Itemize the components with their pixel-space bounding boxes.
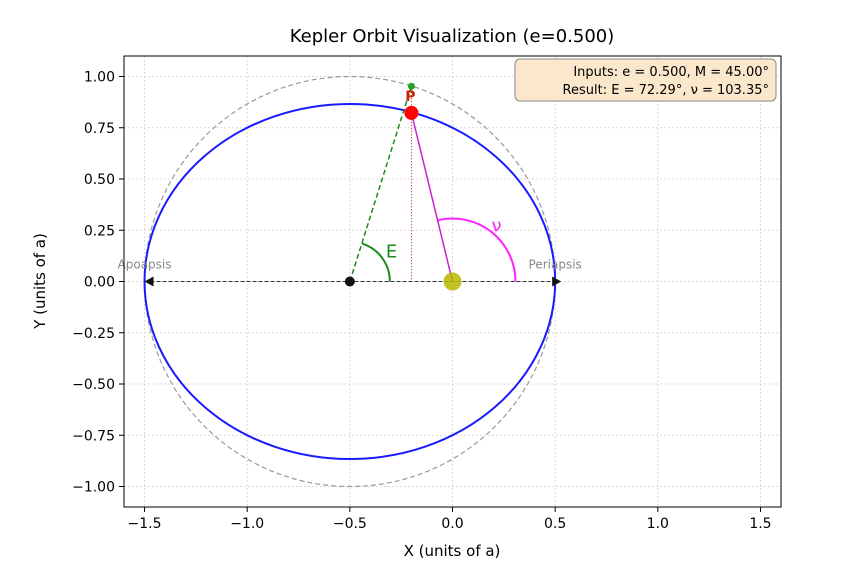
- eccentric-anomaly-line: [349, 86, 413, 282]
- x-tick-label: 0.5: [544, 516, 566, 532]
- y-axis-label: Y (units of a): [31, 233, 49, 330]
- y-tick-label: −0.50: [72, 377, 115, 393]
- apoapsis-label: Apoapsis: [118, 258, 172, 272]
- x-tick-label: 1.5: [749, 516, 771, 532]
- y-tick-label: −0.75: [72, 428, 115, 444]
- periapsis-marker: [552, 276, 562, 287]
- x-tick-label: −1.0: [230, 516, 264, 532]
- y-tick-label: −0.25: [72, 326, 115, 342]
- orbit-point-label: P: [405, 89, 415, 105]
- x-tick-label: −1.5: [128, 516, 162, 532]
- x-tick-label: −0.5: [333, 516, 367, 532]
- x-tick-label: 1.0: [647, 516, 669, 532]
- orbit-point: [404, 105, 419, 120]
- periapsis-label: Periapsis: [529, 258, 582, 272]
- info-box-inputs: Inputs: e = 0.500, M = 45.00°: [573, 65, 769, 80]
- eccentric-anomaly-label: E: [386, 242, 397, 263]
- y-tick-label: 1.00: [84, 70, 115, 86]
- x-tick-label: 0.0: [441, 516, 463, 532]
- y-tick-label: 0.00: [84, 275, 115, 291]
- true-anomaly-arc: [437, 217, 517, 282]
- y-tick-label: 0.50: [84, 172, 115, 188]
- y-tick-label: 0.75: [84, 121, 115, 137]
- orbit-center-point: [344, 276, 355, 287]
- info-box: [514, 58, 777, 102]
- chart-title: Kepler Orbit Visualization (e=0.500): [290, 26, 615, 47]
- y-tick-label: 0.25: [84, 223, 115, 239]
- auxiliary-point: [407, 82, 415, 90]
- y-tick-label: −1.00: [72, 480, 115, 496]
- radius-vector-line: [410, 112, 454, 282]
- true-anomaly-label: ν: [492, 216, 502, 237]
- focus-point: [443, 272, 462, 291]
- apoapsis-marker: [144, 276, 154, 287]
- eccentric-anomaly-arc: [361, 242, 391, 282]
- info-box-result: Result: E = 72.29°, ν = 103.35°: [563, 83, 769, 98]
- x-axis-label: X (units of a): [404, 542, 501, 560]
